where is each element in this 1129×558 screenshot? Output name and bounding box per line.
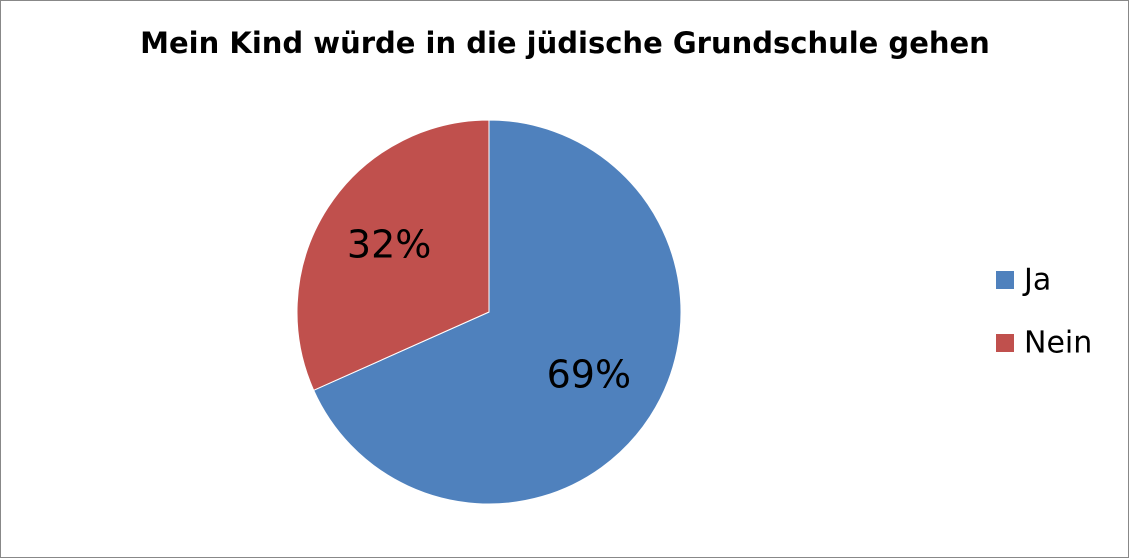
data-label: 32%: [347, 223, 431, 267]
legend-swatch: [996, 271, 1014, 289]
legend-label: Ja: [1022, 263, 1051, 298]
data-label: 69%: [547, 352, 631, 396]
pie-slice: [296, 119, 490, 391]
legend-swatch: [996, 334, 1014, 352]
pie-slice: [313, 119, 682, 505]
chart-title: Mein Kind würde in die jüdische Grundsch…: [140, 26, 990, 60]
legend-label: Nein: [1024, 326, 1092, 361]
